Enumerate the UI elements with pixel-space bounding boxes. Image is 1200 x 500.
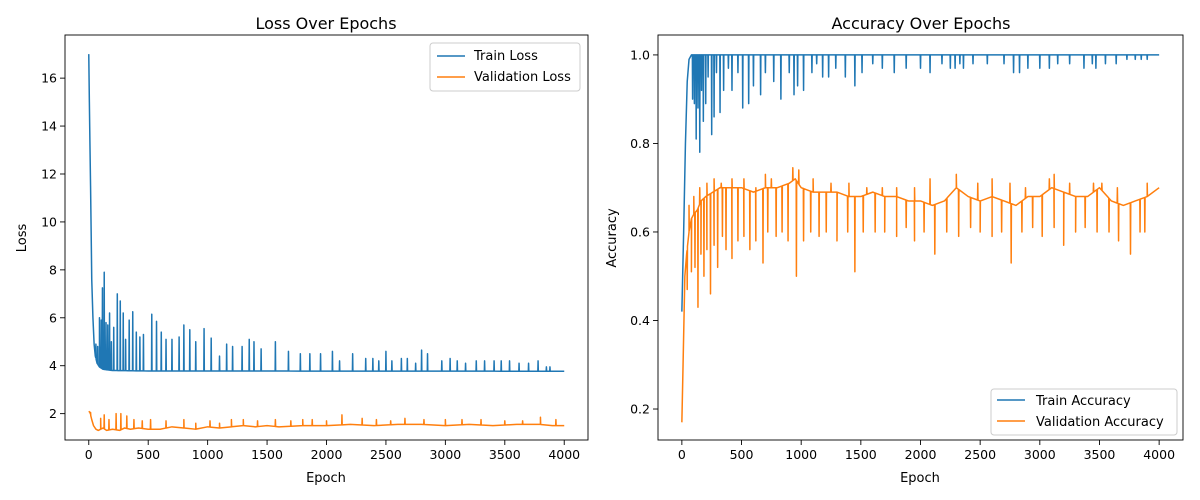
accuracy-x-tick-label: 500 bbox=[730, 447, 754, 462]
accuracy-x-tick-label: 2500 bbox=[964, 447, 996, 462]
loss-series-validation-line bbox=[88, 410, 565, 432]
loss-chart-title: Loss Over Epochs bbox=[255, 14, 396, 33]
accuracy-legend: Train Accuracy Validation Accuracy bbox=[990, 388, 1178, 436]
loss-x-tick-label: 2500 bbox=[370, 447, 402, 462]
accuracy-series-train-line bbox=[681, 54, 1160, 312]
loss-y-tick-label: 8 bbox=[49, 262, 57, 277]
loss-x-tick-label: 0 bbox=[85, 447, 93, 462]
loss-y-tick-label: 10 bbox=[41, 214, 57, 229]
accuracy-y-axis-label: Accuracy bbox=[605, 208, 620, 268]
loss-plot-area: 0 500 1000 1500 2000 2500 3000 3500 4000 2 4 6 8 10 12… bbox=[41, 54, 580, 462]
loss-x-tick-label: 500 bbox=[136, 447, 160, 462]
accuracy-legend-box bbox=[990, 388, 1178, 436]
accuracy-x-tick-label: 2000 bbox=[905, 447, 937, 462]
loss-y-tick-label: 12 bbox=[41, 166, 57, 181]
accuracy-plot-area: 0 500 1000 1500 2000 2500 3000 3500 4000 0.2 0.4 0.… bbox=[630, 47, 1175, 462]
loss-series-train-line bbox=[88, 54, 565, 372]
loss-legend-label-validation: Validation Loss bbox=[474, 70, 571, 85]
loss-axes-frame bbox=[64, 34, 589, 441]
accuracy-x-tick-label: 3000 bbox=[1024, 447, 1056, 462]
accuracy-y-tick-label: 0.4 bbox=[630, 313, 650, 328]
loss-x-tick-label: 3500 bbox=[489, 447, 521, 462]
loss-y-tick-label: 2 bbox=[49, 406, 57, 421]
accuracy-x-tick-label: 1500 bbox=[845, 447, 877, 462]
loss-legend: Train Loss Validation Loss bbox=[429, 42, 581, 92]
accuracy-y-tick-label: 0.6 bbox=[630, 224, 650, 239]
loss-y-tick-label: 14 bbox=[41, 119, 57, 134]
accuracy-legend-label-train: Train Accuracy bbox=[1035, 394, 1131, 409]
accuracy-legend-label-validation: Validation Accuracy bbox=[1036, 415, 1164, 430]
loss-y-tick-label: 4 bbox=[49, 358, 57, 373]
accuracy-x-tick-label: 0 bbox=[678, 447, 686, 462]
accuracy-x-tick-label: 1000 bbox=[785, 447, 817, 462]
loss-y-tick-label: 16 bbox=[41, 71, 57, 86]
loss-x-tick-label: 1000 bbox=[192, 447, 224, 462]
accuracy-y-tick-label: 0.8 bbox=[630, 136, 650, 151]
accuracy-series-validation-line bbox=[681, 167, 1160, 423]
accuracy-chart-title: Accuracy Over Epochs bbox=[831, 14, 1010, 33]
accuracy-x-axis-label: Epoch bbox=[900, 471, 940, 486]
loss-x-tick-label: 4000 bbox=[548, 447, 580, 462]
loss-x-tick-label: 3000 bbox=[429, 447, 461, 462]
accuracy-x-tick-label: 3500 bbox=[1084, 447, 1116, 462]
accuracy-y-tick-label: 1.0 bbox=[630, 47, 650, 62]
loss-x-tick-label: 1500 bbox=[251, 447, 283, 462]
loss-x-axis-label: Epoch bbox=[306, 471, 346, 486]
accuracy-axes-frame bbox=[657, 34, 1184, 441]
loss-legend-box bbox=[429, 42, 581, 92]
accuracy-chart: Accuracy Over Epochs 0 500 1000 1500 2000 250… bbox=[605, 14, 1184, 486]
loss-chart: Loss Over Epochs 0 500 1000 1500 2000 2500 300… bbox=[15, 14, 589, 486]
loss-legend-label-train: Train Loss bbox=[473, 49, 538, 64]
accuracy-y-tick-label: 0.2 bbox=[630, 402, 650, 417]
loss-y-axis-label: Loss bbox=[15, 224, 30, 253]
loss-x-tick-label: 2000 bbox=[311, 447, 343, 462]
loss-y-tick-label: 6 bbox=[49, 310, 57, 325]
accuracy-x-tick-label: 4000 bbox=[1143, 447, 1175, 462]
